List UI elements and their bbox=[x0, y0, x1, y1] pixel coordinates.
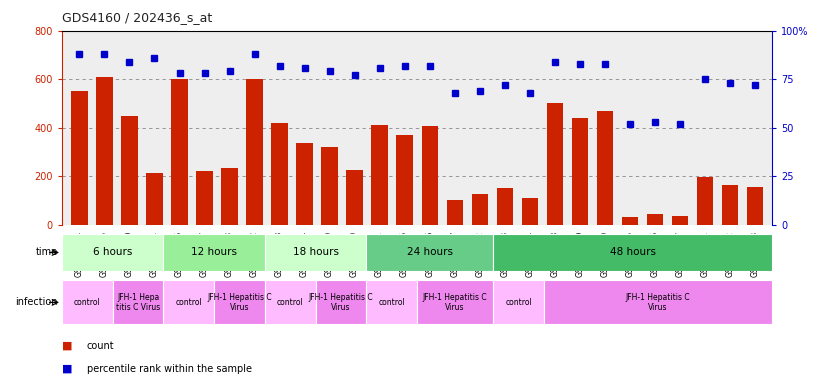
Bar bbox=[372, 125, 387, 225]
Bar bbox=[121, 116, 138, 225]
Bar bbox=[447, 200, 463, 225]
Bar bbox=[572, 118, 588, 225]
Bar bbox=[297, 144, 313, 225]
Bar bbox=[97, 77, 112, 225]
Bar bbox=[396, 135, 413, 225]
Text: control: control bbox=[378, 298, 405, 307]
Text: JFH-1 Hepatitis C
Virus: JFH-1 Hepatitis C Virus bbox=[423, 293, 487, 312]
Text: 18 hours: 18 hours bbox=[292, 247, 339, 258]
Text: infection: infection bbox=[16, 297, 58, 308]
Text: control: control bbox=[506, 298, 532, 307]
Bar bbox=[221, 168, 238, 225]
Text: 6 hours: 6 hours bbox=[93, 247, 132, 258]
Text: control: control bbox=[277, 298, 304, 307]
Bar bbox=[146, 172, 163, 225]
Bar bbox=[544, 280, 772, 324]
Bar bbox=[367, 280, 417, 324]
Bar bbox=[696, 177, 713, 225]
Bar bbox=[496, 188, 513, 225]
Bar bbox=[214, 280, 265, 324]
Bar bbox=[672, 216, 688, 225]
Bar bbox=[521, 198, 538, 225]
Bar bbox=[265, 234, 367, 271]
Bar bbox=[421, 126, 438, 225]
Bar bbox=[265, 280, 316, 324]
Text: JFH-1 Hepatitis C
Virus: JFH-1 Hepatitis C Virus bbox=[309, 293, 373, 312]
Bar bbox=[367, 234, 493, 271]
Text: GDS4160 / 202436_s_at: GDS4160 / 202436_s_at bbox=[62, 12, 212, 25]
Bar bbox=[112, 280, 164, 324]
Bar bbox=[164, 280, 214, 324]
Bar bbox=[246, 79, 263, 225]
Text: 24 hours: 24 hours bbox=[407, 247, 453, 258]
Bar bbox=[493, 234, 772, 271]
Bar bbox=[346, 170, 363, 225]
Text: ■: ■ bbox=[62, 364, 73, 374]
Text: percentile rank within the sample: percentile rank within the sample bbox=[87, 364, 252, 374]
Text: control: control bbox=[74, 298, 101, 307]
Bar bbox=[164, 234, 265, 271]
Text: control: control bbox=[175, 298, 202, 307]
Bar bbox=[62, 234, 164, 271]
Text: 48 hours: 48 hours bbox=[610, 247, 656, 258]
Text: 12 hours: 12 hours bbox=[191, 247, 237, 258]
Bar bbox=[316, 280, 367, 324]
Text: ■: ■ bbox=[62, 341, 73, 351]
Bar bbox=[71, 91, 88, 225]
Bar bbox=[493, 280, 544, 324]
Text: count: count bbox=[87, 341, 114, 351]
Bar bbox=[472, 194, 488, 225]
Bar bbox=[197, 171, 212, 225]
Bar bbox=[417, 280, 493, 324]
Bar bbox=[747, 187, 763, 225]
Bar bbox=[547, 103, 563, 225]
Bar bbox=[622, 217, 638, 225]
Bar bbox=[596, 111, 613, 225]
Text: JFH-1 Hepatitis C
Virus: JFH-1 Hepatitis C Virus bbox=[207, 293, 272, 312]
Bar bbox=[272, 123, 287, 225]
Bar bbox=[722, 185, 738, 225]
Bar bbox=[171, 79, 188, 225]
Text: JFH-1 Hepatitis C
Virus: JFH-1 Hepatitis C Virus bbox=[626, 293, 691, 312]
Bar bbox=[321, 147, 338, 225]
Text: JFH-1 Hepa
titis C Virus: JFH-1 Hepa titis C Virus bbox=[116, 293, 160, 312]
Bar bbox=[62, 280, 112, 324]
Text: time: time bbox=[36, 247, 58, 258]
Bar bbox=[647, 214, 663, 225]
